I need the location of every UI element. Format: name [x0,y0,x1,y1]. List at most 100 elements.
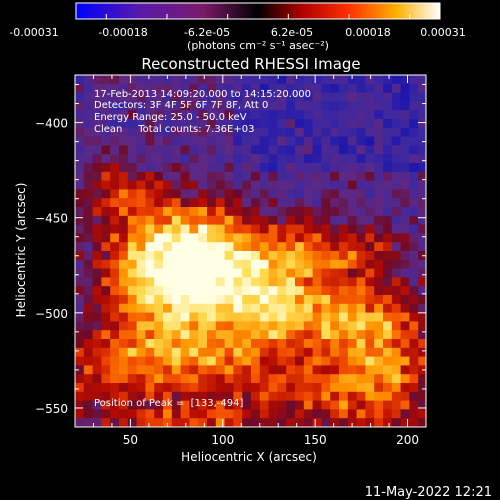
heatmap-cell [154,339,164,349]
heatmap-cell [286,268,296,278]
heatmap-cell [356,251,366,261]
heatmap-cell [92,92,102,102]
heatmap-cell [365,92,375,102]
heatmap-cell [268,312,278,322]
heatmap-cell [339,268,349,278]
heatmap-cell [268,400,278,410]
heatmap-cell [418,268,426,278]
heatmap-cell [189,83,199,94]
heatmap-cell [312,180,322,190]
heatmap-cell [119,233,129,243]
heatmap-cell [339,101,349,111]
heatmap-cell [391,347,402,358]
heatmap-cell [321,321,331,331]
heatmap-cell [207,215,217,226]
heatmap-cell [303,136,314,146]
heatmap-cell [330,259,340,270]
heatmap-cell [312,92,322,102]
heatmap-cell [207,391,217,402]
heatmap-cell [207,207,217,217]
heatmap-cell [233,127,243,138]
heatmap-cell [295,295,305,305]
heatmap-cell [295,251,305,261]
heatmap-cell [145,127,155,138]
heatmap-cell [189,154,199,164]
heatmap-cell [154,92,164,102]
heatmap-cell [215,154,226,164]
heatmap-cell [303,277,314,287]
heatmap-cell [356,400,366,410]
heatmap-cell [347,75,358,85]
heatmap-cell [207,356,217,366]
heatmap-cell [286,383,296,393]
heatmap-cell [171,233,182,243]
heatmap-cell [163,145,173,155]
heatmap-cell [339,215,349,226]
heatmap-cell [286,180,296,190]
heatmap-cell [127,119,138,129]
heatmap-cell [383,295,393,305]
heatmap-cell [418,92,426,102]
heatmap-cell [259,268,270,278]
heatmap-cell [277,277,287,287]
heatmap-cell [374,215,384,226]
heatmap-cell [136,127,146,138]
heatmap-cell [110,83,120,94]
heatmap-cell [233,409,243,419]
heatmap-cell [374,75,384,85]
heatmap-cell [277,198,287,208]
heatmap-cell [119,295,129,305]
heatmap-cell [101,83,111,94]
heatmap-cell [259,180,270,190]
y-tick-label: −400 [35,117,68,131]
heatmap-cell [83,189,94,199]
heatmap-cell [347,251,358,261]
heatmap-cell [418,119,426,129]
heatmap-cell [347,268,358,278]
heatmap-cell [400,224,410,234]
heatmap-cell [119,224,129,234]
heatmap-cell [303,251,314,261]
heatmap-cell [224,365,234,375]
heatmap-cell [330,321,340,331]
heatmap-cell [339,312,349,322]
heatmap-cell [295,180,305,190]
heatmap-cell [154,391,164,402]
heatmap-cell [189,409,199,419]
heatmap-cell [127,75,138,85]
heatmap-cell [215,330,226,340]
heatmap-cell [92,277,102,287]
heatmap-cell [75,180,85,190]
heatmap-cell [83,242,94,252]
heatmap-cell [242,277,252,287]
heatmap-cell [347,347,358,358]
heatmap-cell [171,409,182,419]
heatmap-cell [365,277,375,287]
heatmap-cell [215,83,226,94]
heatmap-cell [180,180,190,190]
heatmap-cell [101,330,111,340]
heatmap-cell [374,374,384,384]
heatmap-cell [330,75,340,85]
heatmap-cell [268,321,278,331]
heatmap-cell [356,356,366,366]
heatmap-cell [330,383,340,393]
heatmap-cell [180,277,190,287]
heatmap-cell [233,163,243,173]
heatmap-cell [224,163,234,173]
heatmap-cell [409,198,419,208]
heatmap-cell [127,242,138,252]
heatmap-cell [242,259,252,270]
heatmap-cell [303,409,314,419]
heatmap-cell [154,374,164,384]
heatmap-cell [312,136,322,146]
heatmap-cell [303,171,314,182]
heatmap-cell [198,83,208,94]
heatmap-cell [83,268,94,278]
heatmap-cell [101,268,111,278]
heatmap-cell [259,321,270,331]
heatmap-cell [409,365,419,375]
heatmap-cell [75,312,85,322]
heatmap-cell [356,339,366,349]
heatmap-cell [347,409,358,419]
